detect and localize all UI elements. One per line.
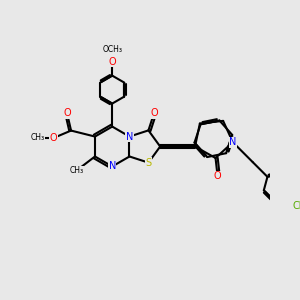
Text: N: N [109, 161, 116, 171]
Text: O: O [50, 133, 58, 143]
Text: N: N [126, 132, 133, 142]
Text: O: O [150, 108, 158, 118]
Text: CH₃: CH₃ [31, 134, 45, 142]
Text: N: N [229, 137, 236, 147]
Text: O: O [63, 108, 71, 118]
Text: S: S [146, 158, 152, 168]
Text: OCH₃: OCH₃ [102, 45, 122, 54]
Text: O: O [108, 57, 116, 67]
Text: O: O [214, 171, 221, 181]
Text: CH₃: CH₃ [70, 166, 84, 175]
Text: Cl: Cl [292, 201, 300, 212]
